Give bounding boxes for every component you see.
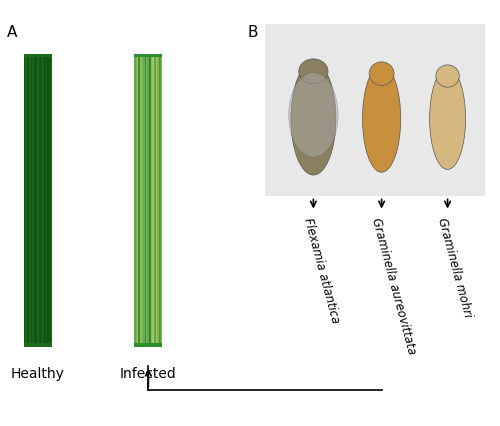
FancyBboxPatch shape xyxy=(159,58,160,343)
FancyBboxPatch shape xyxy=(30,58,32,343)
FancyBboxPatch shape xyxy=(161,58,162,343)
Ellipse shape xyxy=(288,73,338,158)
FancyBboxPatch shape xyxy=(134,55,162,347)
FancyBboxPatch shape xyxy=(160,58,162,343)
Ellipse shape xyxy=(369,63,394,86)
FancyBboxPatch shape xyxy=(46,58,48,343)
FancyBboxPatch shape xyxy=(39,58,40,343)
FancyBboxPatch shape xyxy=(156,58,157,343)
FancyBboxPatch shape xyxy=(152,58,154,343)
Text: A: A xyxy=(8,25,18,40)
Ellipse shape xyxy=(430,69,466,170)
FancyBboxPatch shape xyxy=(24,55,52,347)
FancyBboxPatch shape xyxy=(38,58,40,343)
Text: Infected: Infected xyxy=(120,366,176,380)
FancyBboxPatch shape xyxy=(42,58,43,343)
FancyBboxPatch shape xyxy=(148,58,150,343)
FancyBboxPatch shape xyxy=(136,58,138,343)
FancyBboxPatch shape xyxy=(140,58,141,343)
FancyBboxPatch shape xyxy=(34,58,36,343)
FancyBboxPatch shape xyxy=(146,58,148,343)
FancyBboxPatch shape xyxy=(36,58,37,343)
Text: Flexamia atlantica: Flexamia atlantica xyxy=(301,216,342,324)
Text: Healthy: Healthy xyxy=(11,366,65,380)
FancyBboxPatch shape xyxy=(144,58,145,343)
FancyBboxPatch shape xyxy=(30,58,32,343)
Ellipse shape xyxy=(362,66,401,173)
FancyBboxPatch shape xyxy=(157,58,159,343)
FancyBboxPatch shape xyxy=(140,58,141,343)
FancyBboxPatch shape xyxy=(154,58,155,343)
Ellipse shape xyxy=(291,63,336,176)
FancyBboxPatch shape xyxy=(40,58,42,343)
Text: B: B xyxy=(248,25,258,40)
Text: Graminella aureovittata: Graminella aureovittata xyxy=(369,216,418,355)
FancyBboxPatch shape xyxy=(28,58,29,343)
Ellipse shape xyxy=(436,66,460,88)
FancyBboxPatch shape xyxy=(138,58,139,343)
FancyBboxPatch shape xyxy=(45,58,46,343)
FancyBboxPatch shape xyxy=(48,58,50,343)
FancyBboxPatch shape xyxy=(137,58,138,343)
FancyBboxPatch shape xyxy=(32,58,34,343)
FancyBboxPatch shape xyxy=(44,58,45,343)
Text: Graminella mohri: Graminella mohri xyxy=(435,216,474,318)
FancyBboxPatch shape xyxy=(50,58,51,343)
FancyBboxPatch shape xyxy=(24,58,25,343)
FancyBboxPatch shape xyxy=(152,58,154,343)
FancyBboxPatch shape xyxy=(154,58,156,343)
FancyBboxPatch shape xyxy=(134,58,136,343)
FancyBboxPatch shape xyxy=(50,58,51,343)
FancyBboxPatch shape xyxy=(265,25,485,197)
Ellipse shape xyxy=(299,60,328,84)
FancyBboxPatch shape xyxy=(143,58,145,343)
FancyBboxPatch shape xyxy=(27,58,29,343)
FancyBboxPatch shape xyxy=(142,58,144,343)
